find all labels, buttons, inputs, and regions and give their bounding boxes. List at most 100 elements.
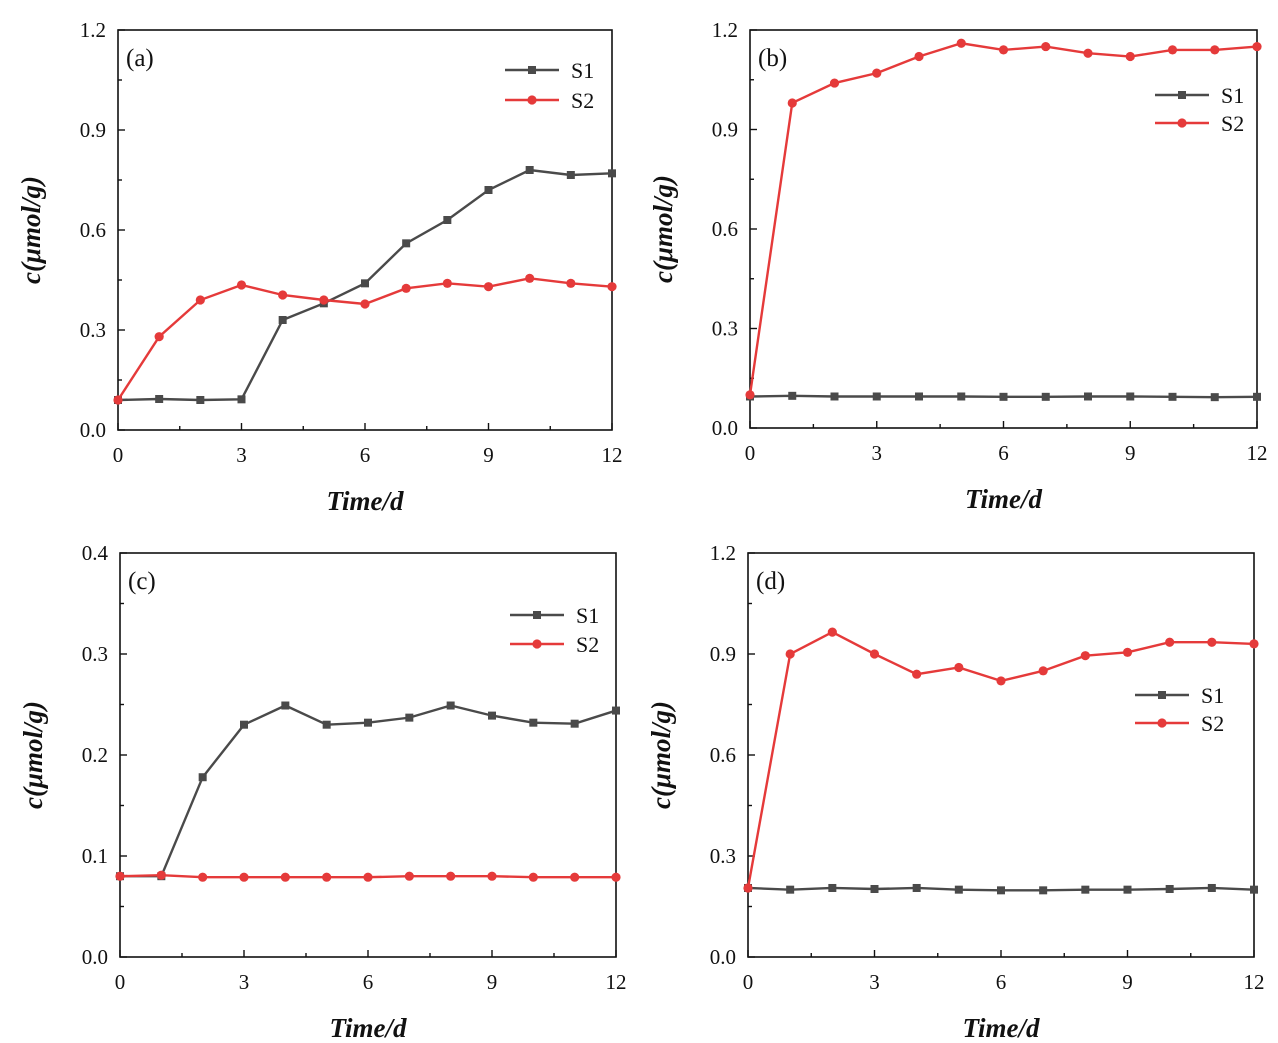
y-tick-label: 0.0: [80, 418, 106, 442]
legend-label: S2: [1221, 111, 1244, 136]
data-point-S2: [566, 278, 576, 288]
data-point-S1: [828, 883, 837, 892]
data-point-S1: [1081, 885, 1090, 894]
legend-entry-S2: S2: [505, 88, 594, 113]
data-point-S2: [1041, 41, 1051, 52]
legend-marker: [527, 95, 537, 105]
y-tick-label: 0.0: [82, 945, 108, 969]
legend-label: S2: [571, 88, 594, 113]
data-point-S2: [1252, 41, 1262, 52]
panel-c: 0 3 6 9 12 0.0 0.1 0.2 0.3 0.4 Time/d c(μmol/g) (c) S…: [18, 541, 627, 1043]
data-point-S1: [1041, 392, 1050, 401]
data-point-S2: [319, 295, 329, 305]
data-point-S1: [1250, 885, 1258, 894]
data-point-S2: [198, 872, 208, 882]
data-point-S2: [1038, 666, 1048, 676]
data-point-S1: [830, 392, 839, 401]
data-point-S1: [155, 395, 164, 403]
data-point-S2: [401, 283, 411, 293]
data-point-S1: [237, 395, 246, 404]
data-point-S1: [1210, 393, 1219, 402]
legend-marker: [528, 66, 536, 74]
panel-label: (d): [756, 568, 785, 595]
data-point-S1: [1123, 885, 1132, 894]
legend-label: S2: [576, 632, 599, 657]
data-point-S1: [872, 392, 881, 401]
legend-marker: [1158, 691, 1166, 699]
y-tick-label: 0.9: [712, 118, 738, 142]
legend-marker: [1157, 718, 1167, 728]
x-tick-label: 0: [745, 441, 756, 465]
data-point-S1: [1165, 884, 1174, 893]
plot-frame: [749, 29, 1258, 429]
data-point-S2: [236, 280, 247, 290]
data-point-S2: [912, 669, 922, 679]
data-point-S2: [154, 332, 164, 342]
data-point-S1: [529, 718, 538, 727]
x-axis-title: Time/d: [963, 1013, 1040, 1043]
x-tick-label: 3: [239, 970, 250, 994]
x-tick-label: 9: [487, 970, 498, 994]
series-S2: [745, 38, 1262, 400]
data-point-S2: [1080, 651, 1090, 661]
data-point-S2: [1165, 637, 1175, 647]
legend-marker: [533, 611, 541, 619]
x-tick-label: 0: [743, 970, 754, 994]
y-tick-label: 0.6: [712, 217, 738, 241]
y-axis-title: c(μmol/g): [18, 701, 48, 809]
x-tick-label: 3: [236, 443, 247, 467]
x-tick-label: 12: [606, 970, 627, 994]
x-tick-label: 9: [1122, 970, 1133, 994]
y-axis-title: c(μmol/g): [646, 701, 676, 809]
data-point-S1: [999, 392, 1008, 401]
y-tick-label: 0.3: [80, 318, 106, 342]
x-tick-label: 12: [1244, 970, 1265, 994]
data-point-S1: [322, 720, 331, 729]
data-point-S1: [364, 718, 372, 727]
data-point-S1: [915, 392, 923, 401]
data-point-S2: [404, 871, 414, 881]
series-line-S1: [120, 704, 617, 878]
series-S1: [744, 883, 1258, 895]
legend-entry-S1: S1: [1155, 83, 1244, 108]
y-axis-title: c(μmol/g): [16, 176, 46, 284]
y-tick-label: 0.3: [712, 317, 738, 341]
data-point-S1: [196, 396, 205, 404]
data-point-S1: [612, 706, 620, 715]
data-point-S2: [743, 883, 753, 893]
legend-label: S2: [1201, 711, 1224, 736]
data-point-S2: [785, 649, 795, 659]
data-point-S1: [608, 169, 616, 178]
y-tick-label: 0.6: [80, 218, 106, 242]
panel-d: 0 3 6 9 12 0.0 0.3 0.6 0.9 1.2 Time/d c(μmol/g) (d) S…: [646, 541, 1265, 1043]
data-point-S2: [446, 871, 456, 881]
legend-marker: [532, 639, 542, 649]
data-point-S1: [1126, 392, 1135, 401]
data-point-S1: [954, 885, 963, 894]
data-point-S1: [1253, 392, 1261, 401]
panel-a: 0 3 6 9 12 0.0 0.3 0.6 0.9 1.2 Time/d c(μmol/g) (a) S…: [16, 18, 623, 516]
data-point-S2: [278, 290, 288, 300]
y-tick-label: 0.3: [710, 844, 736, 868]
x-tick-label: 6: [996, 970, 1007, 994]
data-point-S1: [402, 239, 411, 248]
legend-marker: [1177, 118, 1187, 128]
y-tick-label: 0.9: [710, 642, 736, 666]
x-tick-label: 12: [1247, 441, 1268, 465]
legend-entry-S2: S2: [1155, 111, 1244, 136]
data-point-S1: [1168, 392, 1177, 401]
x-axis-title: Time/d: [327, 486, 404, 516]
data-point-S1: [1207, 883, 1216, 892]
data-point-S2: [487, 871, 497, 881]
data-point-S2: [156, 870, 166, 880]
x-tick-label: 9: [483, 443, 494, 467]
y-tick-label: 0.9: [80, 118, 106, 142]
legend-entry-S2: S2: [510, 632, 599, 657]
x-tick-label: 6: [360, 443, 371, 467]
y-axis-title: c(μmol/g): [648, 175, 678, 283]
data-point-S2: [360, 299, 370, 309]
y-tick-label: 0.3: [82, 642, 108, 666]
data-point-S1: [912, 883, 921, 892]
y-tick-label: 1.2: [710, 541, 736, 565]
